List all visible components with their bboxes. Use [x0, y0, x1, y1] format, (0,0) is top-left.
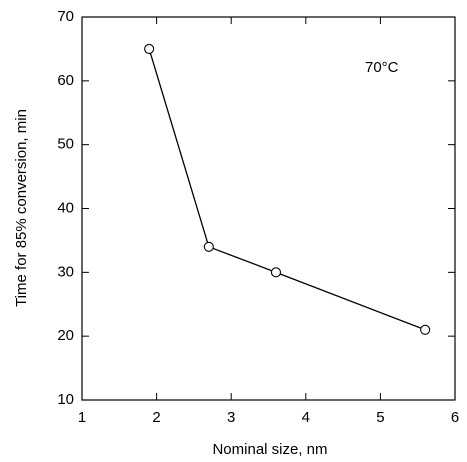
data-point — [204, 242, 213, 251]
x-tick-label: 2 — [152, 409, 160, 426]
plot-frame — [82, 17, 455, 400]
y-tick-label: 50 — [57, 136, 74, 153]
y-tick-label: 60 — [57, 72, 74, 89]
x-axis-label: Nominal size, nm — [212, 441, 327, 458]
data-point — [421, 325, 430, 334]
y-tick-label: 20 — [57, 327, 74, 344]
x-tick-label: 1 — [78, 409, 86, 426]
x-tick-label: 5 — [376, 409, 384, 426]
y-tick-label: 30 — [57, 263, 74, 280]
y-tick-label: 10 — [57, 391, 74, 408]
y-tick-label: 70 — [57, 8, 74, 25]
data-point — [271, 268, 280, 277]
annotation: 70°C — [365, 59, 399, 76]
y-tick-label: 40 — [57, 199, 74, 216]
x-tick-label: 4 — [302, 409, 310, 426]
data-line — [149, 49, 425, 330]
y-axis-label: Time for 85% conversion, min — [13, 109, 30, 307]
x-tick-label: 6 — [451, 409, 459, 426]
x-tick-label: 3 — [227, 409, 235, 426]
data-point — [145, 44, 154, 53]
